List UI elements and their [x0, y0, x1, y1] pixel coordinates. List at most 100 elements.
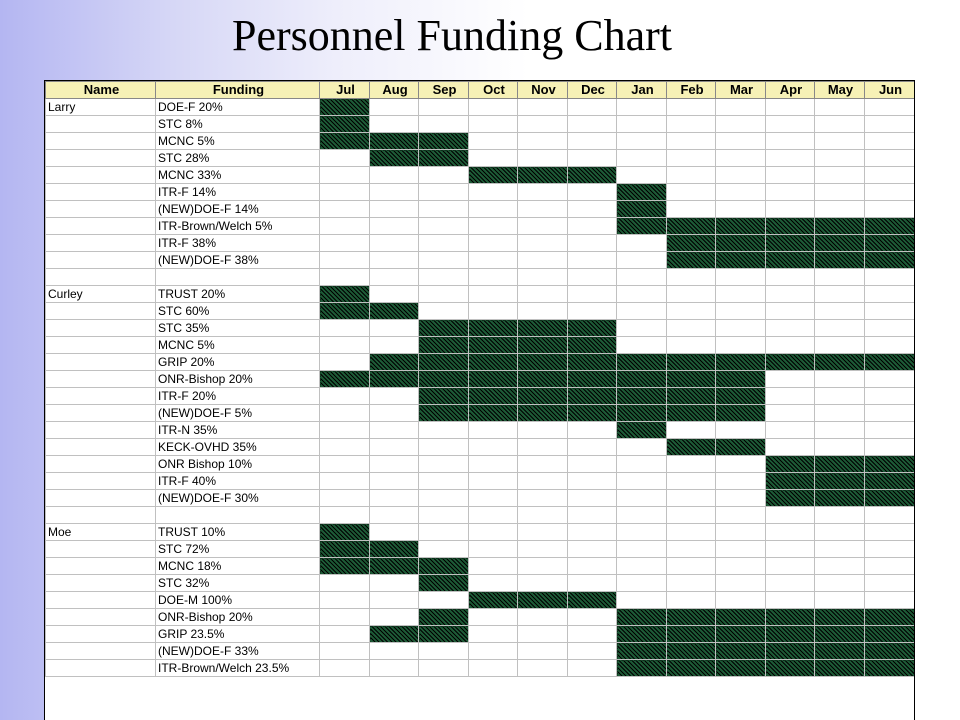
- month-cell-sep: [418, 387, 469, 405]
- month-cell-dec: [567, 404, 617, 422]
- month-cell-feb: [666, 557, 716, 575]
- month-cell-jun: [864, 489, 914, 507]
- month-cell-jan: [616, 353, 667, 371]
- month-cell-jul: [319, 234, 370, 252]
- month-cell-jan: [616, 625, 667, 643]
- month-cell-aug: [369, 591, 419, 609]
- month-cell-jul: [319, 268, 370, 286]
- month-cell-jan: [616, 285, 667, 303]
- month-cell-mar: [715, 574, 766, 592]
- person-name-cell: [45, 115, 156, 133]
- month-cell-feb: [666, 251, 716, 269]
- month-cell-apr: [765, 506, 815, 524]
- month-cell-feb: [666, 642, 716, 660]
- month-cell-may: [814, 98, 865, 116]
- month-cell-jun: [864, 557, 914, 575]
- month-cell-dec: [567, 217, 617, 235]
- month-cell-may: [814, 574, 865, 592]
- month-cell-jun: [864, 268, 914, 286]
- month-cell-oct: [468, 353, 518, 371]
- month-cell-sep: [418, 472, 469, 490]
- month-cell-jun: [864, 438, 914, 456]
- month-cell-jun: [864, 336, 914, 354]
- month-cell-jul: [319, 387, 370, 405]
- funding-source-cell: [155, 268, 320, 286]
- month-cell-apr: [765, 166, 815, 184]
- month-cell-mar: [715, 166, 766, 184]
- month-cell-sep: [418, 455, 469, 473]
- month-cell-mar: [715, 608, 766, 626]
- person-name-cell: [45, 557, 156, 575]
- month-cell-nov: [517, 591, 568, 609]
- month-cell-oct: [468, 234, 518, 252]
- month-cell-aug: [369, 183, 419, 201]
- month-cell-jun: [864, 506, 914, 524]
- column-header-nov: Nov: [517, 81, 568, 99]
- month-cell-dec: [567, 591, 617, 609]
- month-cell-aug: [369, 234, 419, 252]
- person-name-cell: [45, 438, 156, 456]
- month-cell-sep: [418, 132, 469, 150]
- month-cell-feb: [666, 438, 716, 456]
- month-cell-feb: [666, 472, 716, 490]
- funding-source-cell: (NEW)DOE-F 33%: [155, 642, 320, 660]
- month-cell-nov: [517, 523, 568, 541]
- month-cell-jul: [319, 540, 370, 558]
- month-cell-aug: [369, 506, 419, 524]
- header-row: Name Funding Jul Aug Sep Oct Nov Dec Jan Feb Mar Ap…: [45, 81, 914, 99]
- month-cell-jul: [319, 472, 370, 490]
- funding-source-cell: (NEW)DOE-F 14%: [155, 200, 320, 218]
- month-cell-dec: [567, 659, 617, 677]
- month-cell-sep: [418, 404, 469, 422]
- month-cell-may: [814, 319, 865, 337]
- month-cell-apr: [765, 353, 815, 371]
- month-cell-mar: [715, 506, 766, 524]
- month-cell-dec: [567, 336, 617, 354]
- month-cell-mar: [715, 353, 766, 371]
- month-cell-aug: [369, 557, 419, 575]
- month-cell-mar: [715, 319, 766, 337]
- month-cell-apr: [765, 557, 815, 575]
- month-cell-dec: [567, 506, 617, 524]
- person-name-cell: [45, 149, 156, 167]
- month-cell-mar: [715, 234, 766, 252]
- month-cell-aug: [369, 642, 419, 660]
- table-row: MCNC 5%: [45, 132, 914, 150]
- table-row: STC 72%: [45, 540, 914, 558]
- person-name-cell: [45, 234, 156, 252]
- month-cell-jul: [319, 183, 370, 201]
- table-row: STC 60%: [45, 302, 914, 320]
- month-cell-sep: [418, 319, 469, 337]
- month-cell-aug: [369, 659, 419, 677]
- month-cell-may: [814, 370, 865, 388]
- month-cell-dec: [567, 608, 617, 626]
- column-header-dec: Dec: [567, 81, 617, 99]
- month-cell-aug: [369, 217, 419, 235]
- funding-source-cell: (NEW)DOE-F 30%: [155, 489, 320, 507]
- month-cell-feb: [666, 268, 716, 286]
- month-cell-mar: [715, 489, 766, 507]
- month-cell-aug: [369, 523, 419, 541]
- month-cell-feb: [666, 591, 716, 609]
- month-cell-may: [814, 387, 865, 405]
- month-cell-oct: [468, 421, 518, 439]
- month-cell-sep: [418, 251, 469, 269]
- month-cell-jun: [864, 523, 914, 541]
- month-cell-apr: [765, 251, 815, 269]
- funding-table: Name Funding Jul Aug Sep Oct Nov Dec Jan Feb Mar Ap…: [45, 81, 914, 677]
- month-cell-feb: [666, 404, 716, 422]
- person-name-cell: [45, 200, 156, 218]
- funding-source-cell: GRIP 23.5%: [155, 625, 320, 643]
- month-cell-sep: [418, 149, 469, 167]
- table-row: STC 28%: [45, 149, 914, 167]
- month-cell-aug: [369, 302, 419, 320]
- month-cell-oct: [468, 285, 518, 303]
- month-cell-oct: [468, 642, 518, 660]
- month-cell-apr: [765, 523, 815, 541]
- month-cell-may: [814, 183, 865, 201]
- month-cell-jun: [864, 387, 914, 405]
- month-cell-jun: [864, 540, 914, 558]
- month-cell-feb: [666, 200, 716, 218]
- month-cell-jan: [616, 404, 667, 422]
- month-cell-jan: [616, 438, 667, 456]
